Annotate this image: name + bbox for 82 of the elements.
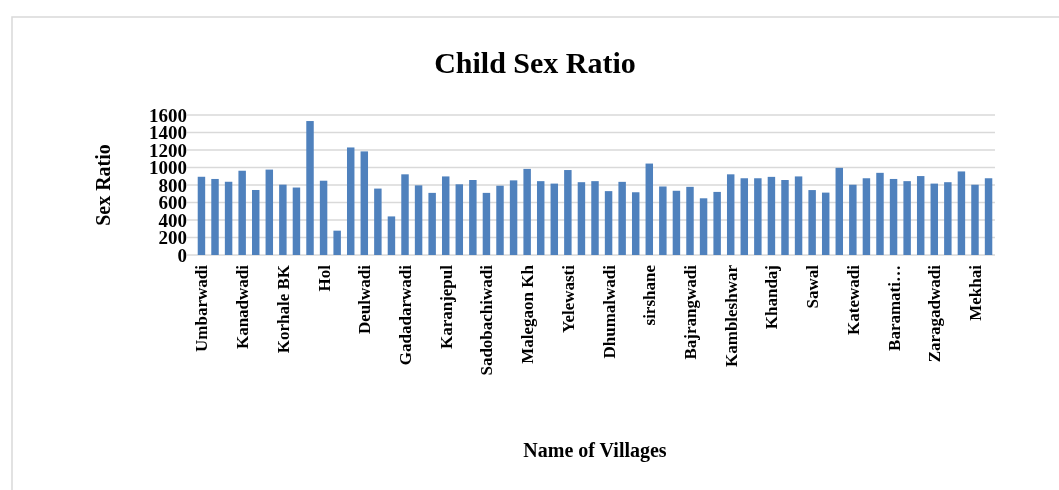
bar xyxy=(699,198,708,255)
x-tick-label: Bajrangwadi xyxy=(680,264,700,360)
bar xyxy=(414,185,423,255)
bar xyxy=(428,192,436,255)
bar xyxy=(496,185,504,255)
x-tick-label: Kambleshwar xyxy=(721,264,741,367)
bar xyxy=(726,174,735,255)
x-axis-title: Name of Villages xyxy=(523,439,667,462)
x-tick-label: sirshane xyxy=(640,264,660,326)
bar xyxy=(971,184,979,255)
x-tick-label: Dhumalwadi xyxy=(599,264,619,359)
bar xyxy=(645,163,654,255)
bar xyxy=(523,168,531,255)
bar xyxy=(984,178,993,255)
x-tick-label: Gadadarwadi xyxy=(395,264,415,366)
bar xyxy=(197,176,206,255)
x-tick-label: Malegaon Kh xyxy=(518,264,538,364)
bar xyxy=(889,178,898,255)
bar xyxy=(754,178,762,255)
y-axis-title: Sex Ratio xyxy=(92,144,114,226)
bar xyxy=(794,176,803,255)
x-tick-label: Kanadwadi xyxy=(233,264,253,350)
bar xyxy=(781,180,789,255)
bar xyxy=(577,182,586,255)
x-tick-label: Zaragadwadi xyxy=(925,264,945,363)
bar xyxy=(265,169,274,255)
bar xyxy=(292,187,301,255)
bar xyxy=(659,186,667,255)
bar xyxy=(319,180,328,255)
x-tick-label: Sawal xyxy=(803,264,823,309)
bar xyxy=(509,180,518,255)
bar xyxy=(808,190,816,255)
bar xyxy=(536,181,545,255)
x-tick-label: Korhale BK xyxy=(273,264,293,354)
bar xyxy=(211,178,219,255)
bar xyxy=(930,183,938,255)
bar xyxy=(903,181,911,255)
bar xyxy=(252,189,260,255)
bar xyxy=(944,182,952,255)
x-tick-label: Umbarwadi xyxy=(192,264,212,352)
bar xyxy=(672,190,681,255)
bar xyxy=(360,151,369,255)
bar xyxy=(401,174,409,255)
bar xyxy=(821,192,830,255)
bar xyxy=(387,216,396,255)
bar xyxy=(564,170,572,255)
bar xyxy=(713,191,721,255)
bar xyxy=(862,178,871,255)
x-tick-label: Yelewasti xyxy=(558,264,578,333)
bar xyxy=(224,181,233,255)
bar xyxy=(279,184,287,255)
bar xyxy=(374,188,382,255)
bar xyxy=(591,181,599,255)
bar xyxy=(849,184,857,255)
bar xyxy=(306,121,314,255)
bar xyxy=(740,178,749,255)
bar xyxy=(767,176,776,255)
x-tick-label: Deulwadi xyxy=(355,264,375,334)
bar xyxy=(631,192,640,255)
x-tick-label: Karanjepul xyxy=(436,264,456,350)
bar xyxy=(482,192,491,255)
bar xyxy=(346,147,355,255)
bar xyxy=(957,171,966,255)
bar xyxy=(618,181,626,255)
bar xyxy=(333,230,341,255)
bar xyxy=(916,176,925,255)
chart-title: Child Sex Ratio xyxy=(434,46,636,79)
x-tick-label: Baramati… xyxy=(884,265,904,351)
x-tick-label: Mekhai xyxy=(965,264,985,321)
bar xyxy=(469,180,477,255)
bar xyxy=(835,167,844,255)
bar xyxy=(441,176,450,255)
x-tick-label: Katewadi xyxy=(843,264,863,335)
bar xyxy=(550,183,559,255)
bar xyxy=(455,184,464,255)
bar xyxy=(876,172,884,255)
x-tick-label: Khandaj xyxy=(762,265,782,330)
x-tick-label: Hol xyxy=(314,264,334,292)
bar xyxy=(604,191,613,255)
bar xyxy=(238,170,246,255)
bar xyxy=(686,186,694,255)
x-tick-label: Sadobachiwadi xyxy=(477,264,497,376)
